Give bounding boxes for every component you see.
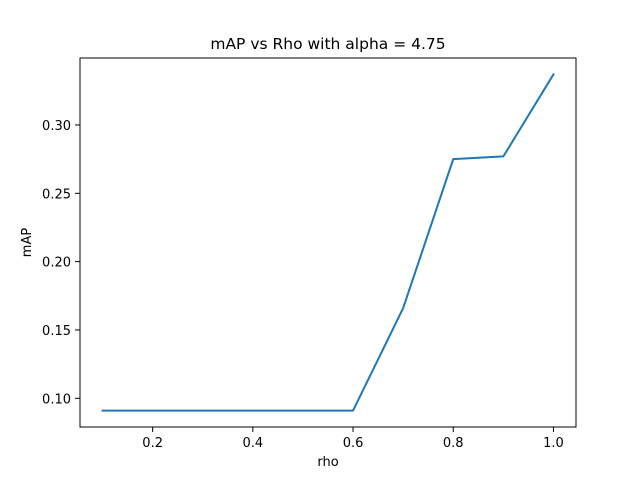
series-lines — [101, 73, 555, 412]
x-tick-label: 0.2 — [142, 436, 163, 451]
x-axis-title: rho — [317, 455, 338, 470]
x-axis-ticks: 0.2 0.4 0.6 0.8 1.0 — [142, 427, 564, 451]
x-tick-label: 1.0 — [543, 436, 564, 451]
x-tick-label: 0.4 — [243, 436, 264, 451]
x-tick-label: 0.8 — [443, 436, 464, 451]
y-tick-label: 0.25 — [42, 187, 71, 202]
y-axis-ticks: 0.10 0.15 0.20 0.25 0.30 — [42, 119, 80, 407]
y-tick-label: 0.30 — [42, 119, 71, 134]
y-tick-label: 0.15 — [42, 324, 71, 339]
y-tick-label: 0.20 — [42, 256, 71, 271]
plot-frame — [79, 57, 577, 428]
y-tick-label: 0.10 — [42, 392, 71, 407]
y-axis-title: mAP — [20, 228, 35, 258]
chart-title: mAP vs Rho with alpha = 4.75 — [210, 35, 445, 53]
x-tick-label: 0.6 — [343, 436, 364, 451]
series-line — [101, 73, 555, 412]
